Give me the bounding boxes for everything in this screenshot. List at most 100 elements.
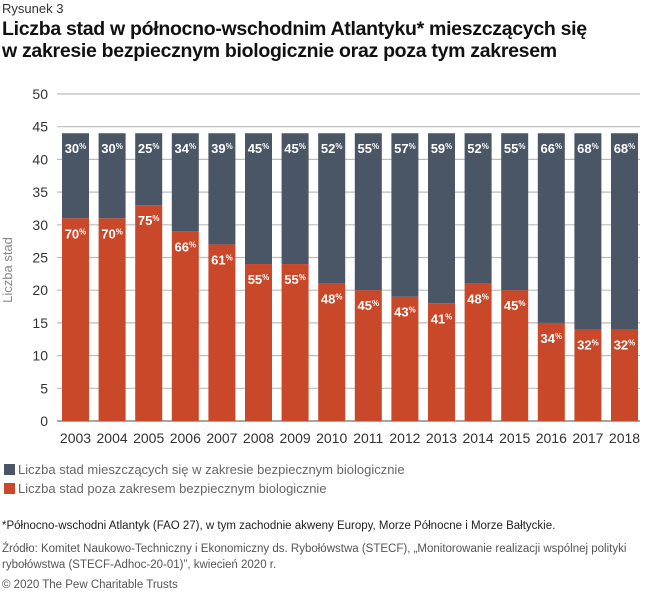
percent-label-unsafe: 70% bbox=[101, 226, 123, 241]
bar-unsafe bbox=[171, 231, 199, 421]
x-tick-label: 2018 bbox=[609, 430, 640, 446]
legend-item-safe: Liczba stad mieszczących się w zakresie … bbox=[4, 462, 405, 477]
bar-unsafe bbox=[62, 218, 89, 421]
percent-label-safe: 30% bbox=[101, 141, 123, 156]
percent-label-unsafe: 61% bbox=[211, 252, 233, 267]
bar-unsafe bbox=[354, 290, 382, 421]
bar-unsafe bbox=[537, 322, 565, 421]
y-tick-label: 15 bbox=[32, 315, 48, 331]
y-tick-label: 25 bbox=[32, 250, 48, 266]
percent-label-unsafe: 43% bbox=[394, 305, 416, 320]
x-tick-label: 2014 bbox=[463, 430, 494, 446]
x-tick-label: 2016 bbox=[536, 430, 567, 446]
bar-unsafe bbox=[281, 264, 309, 421]
legend-swatch-unsafe bbox=[4, 483, 15, 494]
bar-safe bbox=[611, 133, 638, 330]
percent-label-safe: 52% bbox=[321, 141, 343, 156]
bar-safe bbox=[464, 133, 492, 284]
source-note: Źródło: Komitet Naukowo-Techniczny i Eko… bbox=[2, 543, 627, 571]
bar-unsafe bbox=[208, 244, 236, 421]
bar-unsafe bbox=[501, 290, 529, 421]
percent-label-safe: 39% bbox=[211, 141, 233, 156]
percent-label-safe: 30% bbox=[65, 141, 87, 156]
percent-label-unsafe: 55% bbox=[248, 272, 270, 287]
stacked-bar-chart: 0 5 10 15 20 25 30 35 40 45 50 Liczba stad 70% 30% 200… bbox=[0, 86, 640, 446]
x-tick-label: 2003 bbox=[60, 430, 91, 446]
chart-title: Liczba stad w północno-wschodnim Atlanty… bbox=[2, 18, 587, 62]
bar-safe bbox=[391, 133, 419, 297]
footnote: *Północno-wschodni Atlantyk (FAO 27), w … bbox=[2, 520, 556, 532]
bar-safe bbox=[62, 133, 89, 219]
percent-label-unsafe: 66% bbox=[175, 239, 197, 254]
percent-label-safe: 68% bbox=[614, 141, 636, 156]
x-tick-label: 2008 bbox=[243, 430, 274, 446]
y-tick-label: 35 bbox=[32, 184, 48, 200]
x-tick-label: 2011 bbox=[353, 430, 383, 446]
x-tick-label: 2009 bbox=[280, 430, 311, 446]
percent-label-safe: 45% bbox=[248, 141, 270, 156]
percent-label-unsafe: 70% bbox=[65, 226, 87, 241]
y-tick-label: 10 bbox=[32, 348, 48, 364]
legend-swatch-safe bbox=[4, 464, 15, 475]
percent-label-unsafe: 75% bbox=[138, 213, 160, 228]
percent-label-unsafe: 32% bbox=[577, 337, 599, 352]
legend-label-unsafe: Liczba stad poza zakresem bezpiecznym bi… bbox=[18, 481, 327, 496]
percent-label-unsafe: 34% bbox=[541, 331, 563, 346]
figure-label: Rysunek 3 bbox=[2, 1, 64, 16]
percent-label-safe: 57% bbox=[394, 141, 416, 156]
x-tick-label: 2017 bbox=[572, 430, 603, 446]
bar-safe bbox=[501, 133, 529, 291]
bar-safe bbox=[574, 133, 602, 330]
bar-safe bbox=[354, 133, 382, 291]
bar-unsafe bbox=[245, 264, 272, 421]
y-tick-label: 50 bbox=[32, 86, 48, 102]
percent-label-safe: 45% bbox=[284, 141, 306, 156]
legend-item-unsafe: Liczba stad poza zakresem bezpiecznym bi… bbox=[4, 481, 327, 496]
bar-safe bbox=[208, 133, 236, 245]
copyright: © 2020 The Pew Charitable Trusts bbox=[2, 579, 178, 591]
bar-unsafe bbox=[98, 218, 126, 421]
bar-safe bbox=[98, 133, 126, 219]
percent-label-unsafe: 45% bbox=[504, 298, 526, 313]
bar-unsafe bbox=[464, 283, 492, 421]
x-tick-label: 2004 bbox=[97, 430, 128, 446]
y-tick-label: 20 bbox=[32, 282, 48, 298]
title-line-1: Liczba stad w północno-wschodnim Atlanty… bbox=[2, 18, 587, 40]
percent-label-unsafe: 48% bbox=[321, 292, 343, 307]
percent-label-safe: 34% bbox=[175, 141, 197, 156]
x-tick-label: 2015 bbox=[499, 430, 530, 446]
bar-unsafe bbox=[135, 205, 163, 421]
percent-label-safe: 55% bbox=[358, 141, 380, 156]
bar-safe bbox=[537, 133, 565, 323]
bar-unsafe bbox=[611, 329, 638, 421]
x-tick-label: 2007 bbox=[206, 430, 237, 446]
y-tick-label: 45 bbox=[32, 119, 48, 135]
bar-unsafe bbox=[318, 283, 346, 421]
percent-label-safe: 59% bbox=[431, 141, 453, 156]
bar-safe bbox=[171, 133, 199, 232]
x-tick-label: 2012 bbox=[389, 430, 420, 446]
percent-label-safe: 52% bbox=[467, 141, 489, 156]
bar-safe bbox=[428, 133, 455, 304]
percent-label-unsafe: 41% bbox=[431, 311, 453, 326]
bar-unsafe bbox=[391, 296, 419, 421]
x-tick-label: 2005 bbox=[133, 430, 164, 446]
x-tick-label: 2006 bbox=[170, 430, 201, 446]
percent-label-unsafe: 32% bbox=[614, 337, 636, 352]
bar-safe bbox=[318, 133, 346, 284]
x-tick-label: 2010 bbox=[316, 430, 347, 446]
y-axis-label: Liczba stad bbox=[0, 237, 15, 303]
title-line-2: w zakresie bezpiecznym biologicznie oraz… bbox=[2, 40, 557, 62]
legend-label-safe: Liczba stad mieszczących się w zakresie … bbox=[18, 462, 405, 477]
percent-label-safe: 68% bbox=[577, 141, 599, 156]
percent-label-safe: 55% bbox=[504, 141, 526, 156]
bar-unsafe bbox=[574, 329, 602, 421]
x-tick-label: 2013 bbox=[426, 430, 457, 446]
y-tick-label: 40 bbox=[32, 151, 48, 167]
bar-safe bbox=[135, 133, 163, 206]
y-tick-label: 5 bbox=[40, 380, 48, 396]
percent-label-unsafe: 55% bbox=[284, 272, 306, 287]
percent-label-safe: 25% bbox=[138, 141, 160, 156]
y-tick-label: 0 bbox=[40, 413, 48, 429]
percent-label-unsafe: 48% bbox=[467, 292, 489, 307]
